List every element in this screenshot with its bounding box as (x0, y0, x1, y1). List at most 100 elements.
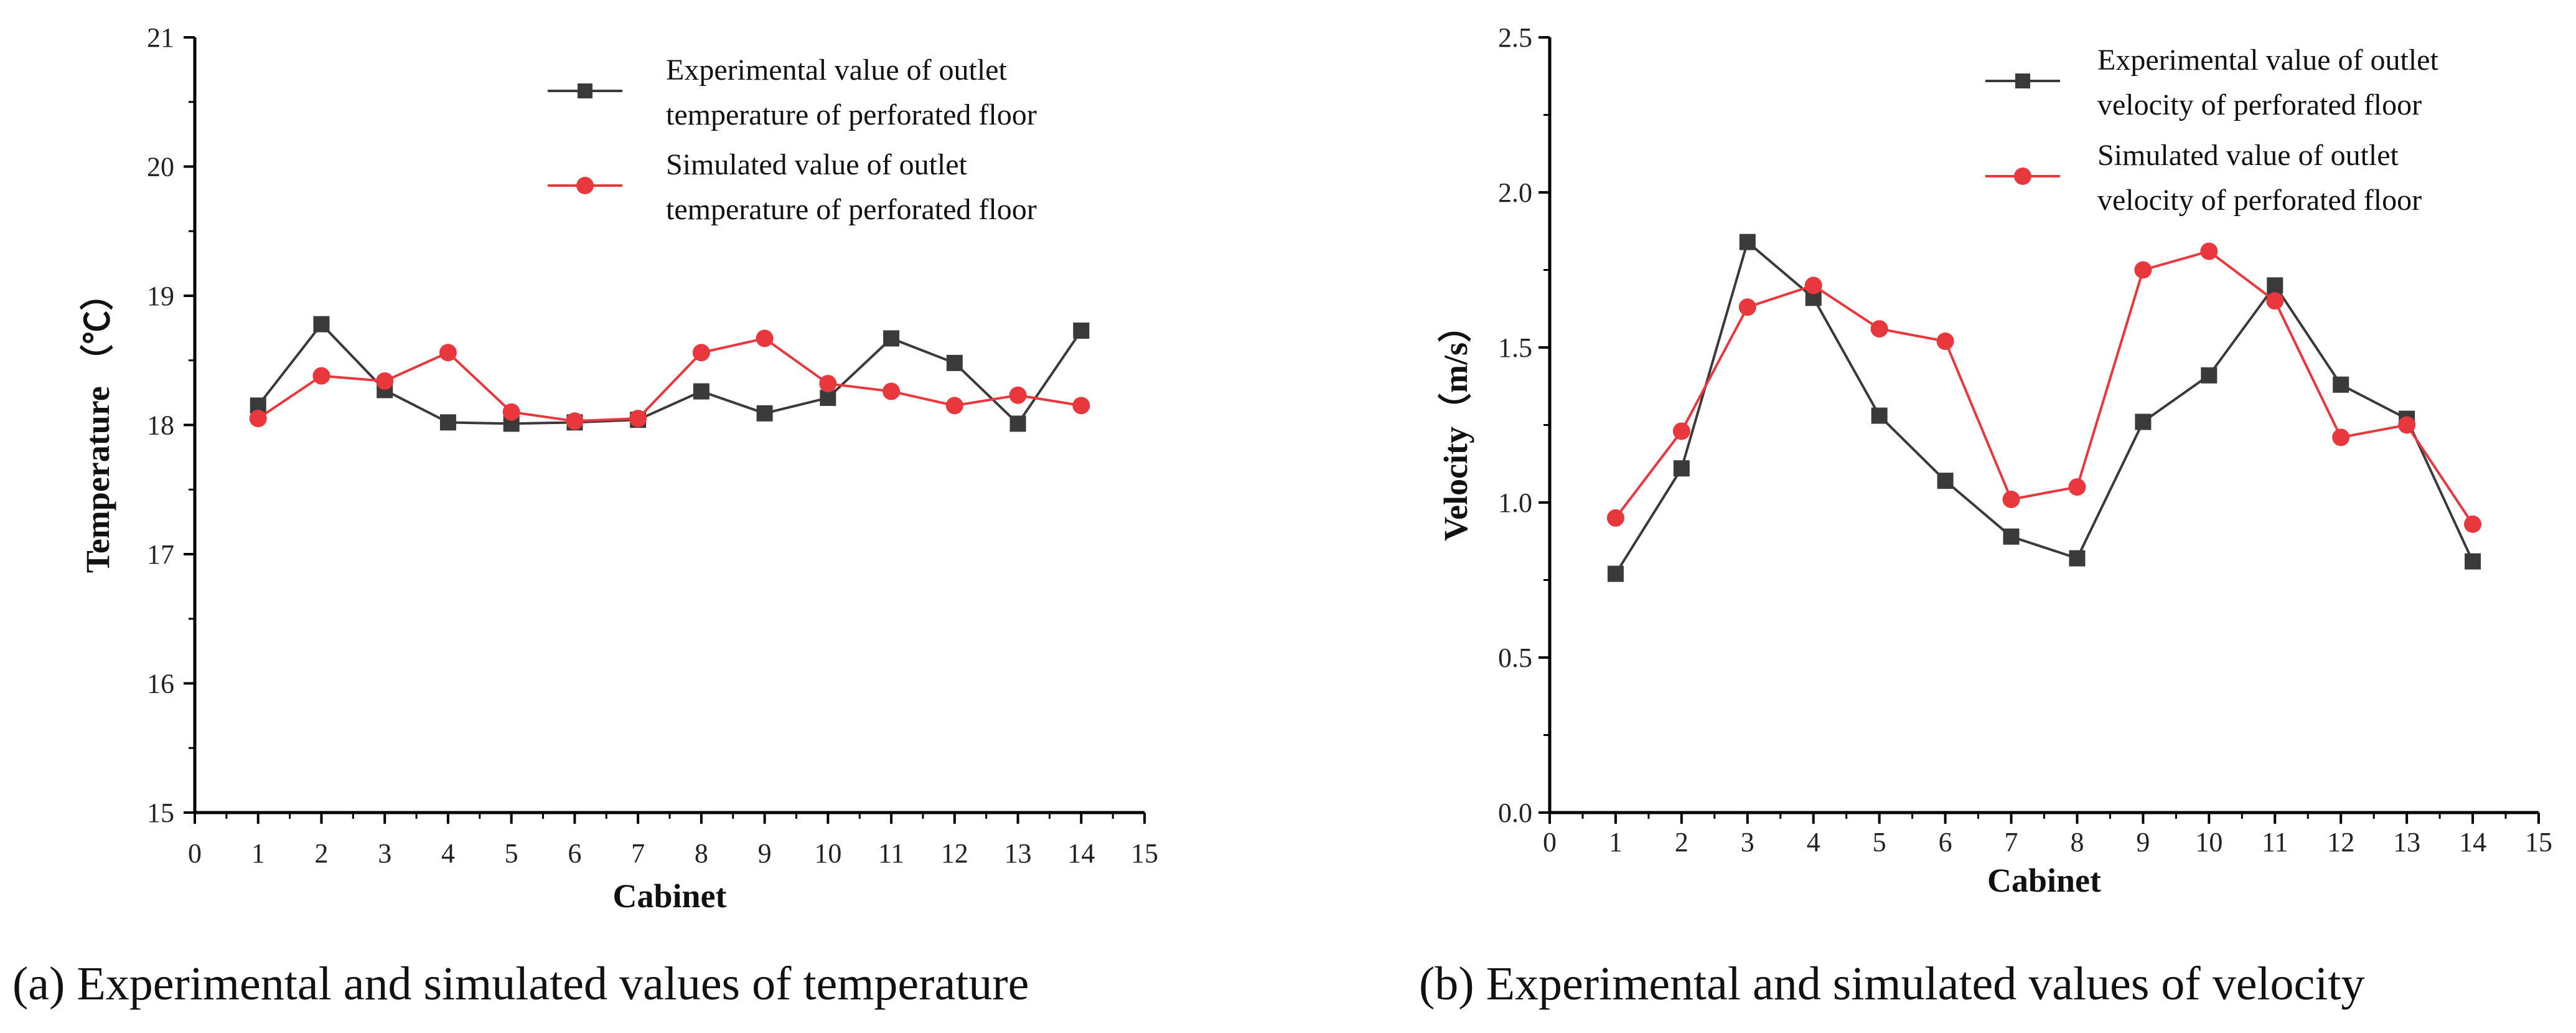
data-point-experimental (1009, 415, 1026, 432)
x-tick-label: 15 (2525, 827, 2552, 857)
y-tick-label: 18 (147, 410, 174, 441)
x-tick-label: 5 (1873, 827, 1886, 857)
data-point-experimental (2135, 413, 2152, 430)
y-tick-label: 1.0 (1498, 488, 1532, 518)
legend-label: temperature of perforated floor (666, 98, 1037, 131)
data-point-simulated (2464, 515, 2482, 533)
x-tick-label: 2 (314, 838, 328, 869)
data-point-simulated (502, 403, 520, 421)
x-tick-label: 7 (2005, 827, 2018, 857)
x-tick-label: 13 (1005, 838, 1032, 869)
data-point-simulated (1672, 422, 1690, 440)
x-tick-label: 2 (1675, 827, 1688, 857)
data-point-simulated (1606, 509, 1624, 527)
x-tick-label: 4 (441, 838, 455, 869)
x-tick-label: 12 (941, 838, 968, 869)
legend-label: velocity of perforated floor (2097, 88, 2422, 121)
y-tick-label: 2.0 (1498, 177, 1532, 208)
data-point-simulated (629, 410, 647, 428)
y-tick-label: 21 (147, 22, 174, 53)
data-point-simulated (1936, 333, 1954, 351)
x-tick-label: 4 (1807, 827, 1820, 857)
x-tick-label: 1 (251, 838, 265, 869)
data-point-simulated (819, 375, 837, 393)
x-tick-label: 0 (188, 838, 202, 869)
series-line-experimental (257, 322, 1082, 426)
data-point-simulated (1009, 386, 1027, 404)
data-point-simulated (312, 367, 330, 385)
y-tick-label: 1.5 (1498, 333, 1532, 363)
y-tick-label: 16 (147, 669, 174, 699)
y-axis-title: Velocity（m/s） (1437, 309, 1474, 541)
data-point-simulated (249, 410, 267, 428)
chart-velocity: 0 1 2 3 4 5 6 7 8 9 10 11 12 13 14 150.00.51.01.52.02.5… (1437, 22, 2552, 899)
caption-temperature: (a) Experimental and simulated values of… (12, 958, 1029, 1010)
data-point-experimental (2201, 367, 2218, 384)
data-point-simulated (2200, 242, 2218, 260)
y-tick-label: 20 (147, 152, 174, 182)
legend-label: Experimental value of outlet (2097, 44, 2438, 77)
x-tick-label: 9 (758, 838, 772, 869)
x-tick-label: 13 (2393, 827, 2420, 857)
data-point-simulated (756, 329, 774, 347)
data-point-experimental (1937, 473, 1954, 489)
y-axis-title: Temperature （℃） (79, 277, 116, 573)
data-point-simulated (2398, 416, 2416, 434)
x-tick-label: 12 (2327, 827, 2354, 857)
series-line-simulated (1614, 250, 2474, 526)
data-point-simulated (2332, 428, 2350, 446)
legend-label: Simulated value of outlet (2097, 139, 2399, 172)
legend-marker-square (578, 83, 592, 98)
data-point-experimental (946, 354, 963, 371)
x-tick-label: 10 (2195, 827, 2222, 857)
data-point-simulated (692, 344, 710, 362)
x-tick-label: 15 (1131, 838, 1158, 869)
caption-velocity: (b) Experimental and simulated values of… (1419, 958, 2365, 1010)
data-point-simulated (2002, 491, 2020, 509)
x-tick-label: 3 (1741, 827, 1754, 857)
y-tick-label: 15 (147, 798, 174, 828)
data-point-experimental (1871, 407, 1888, 424)
data-point-experimental (2003, 528, 2020, 545)
data-point-experimental (2333, 376, 2349, 393)
data-point-experimental (439, 414, 456, 431)
legend-label: temperature of perforated floor (666, 193, 1037, 226)
data-point-experimental (1073, 323, 1090, 339)
y-tick-label: 2.5 (1498, 22, 1532, 53)
legend-marker-square (2015, 73, 2030, 88)
x-axis-title: Cabinet (1987, 862, 2101, 899)
x-tick-label: 14 (1067, 838, 1095, 869)
x-tick-label: 3 (378, 838, 391, 869)
x-tick-label: 6 (568, 838, 581, 869)
data-point-simulated (2266, 292, 2284, 310)
data-point-experimental (2069, 550, 2086, 567)
y-tick-label: 17 (147, 539, 174, 570)
x-tick-label: 6 (1939, 827, 1952, 857)
series-line-experimental (1614, 240, 2474, 575)
data-point-experimental (2465, 553, 2481, 570)
x-tick-label: 7 (631, 838, 645, 869)
data-point-simulated (2134, 261, 2152, 279)
data-point-simulated (1870, 320, 1888, 338)
data-point-experimental (693, 383, 710, 400)
x-tick-label: 0 (1543, 827, 1557, 857)
data-point-simulated (2068, 478, 2086, 496)
data-point-simulated (566, 412, 584, 430)
data-point-experimental (1607, 565, 1624, 582)
x-tick-label: 8 (695, 838, 708, 869)
x-tick-label: 11 (2262, 827, 2288, 857)
data-point-simulated (1804, 276, 1822, 295)
x-axis-title: Cabinet (612, 877, 726, 915)
x-tick-label: 8 (2070, 827, 2084, 857)
legend-label: Simulated value of outlet (666, 148, 968, 181)
data-point-simulated (883, 382, 901, 400)
data-point-experimental (1739, 233, 1756, 250)
legend-marker-circle (576, 177, 594, 194)
data-point-simulated (1738, 298, 1756, 316)
y-tick-label: 19 (147, 281, 174, 311)
x-tick-label: 5 (505, 838, 518, 869)
y-tick-label: 0.5 (1498, 643, 1532, 673)
legend-marker-circle (2014, 167, 2031, 185)
data-point-experimental (756, 405, 773, 422)
data-point-simulated (945, 397, 963, 415)
